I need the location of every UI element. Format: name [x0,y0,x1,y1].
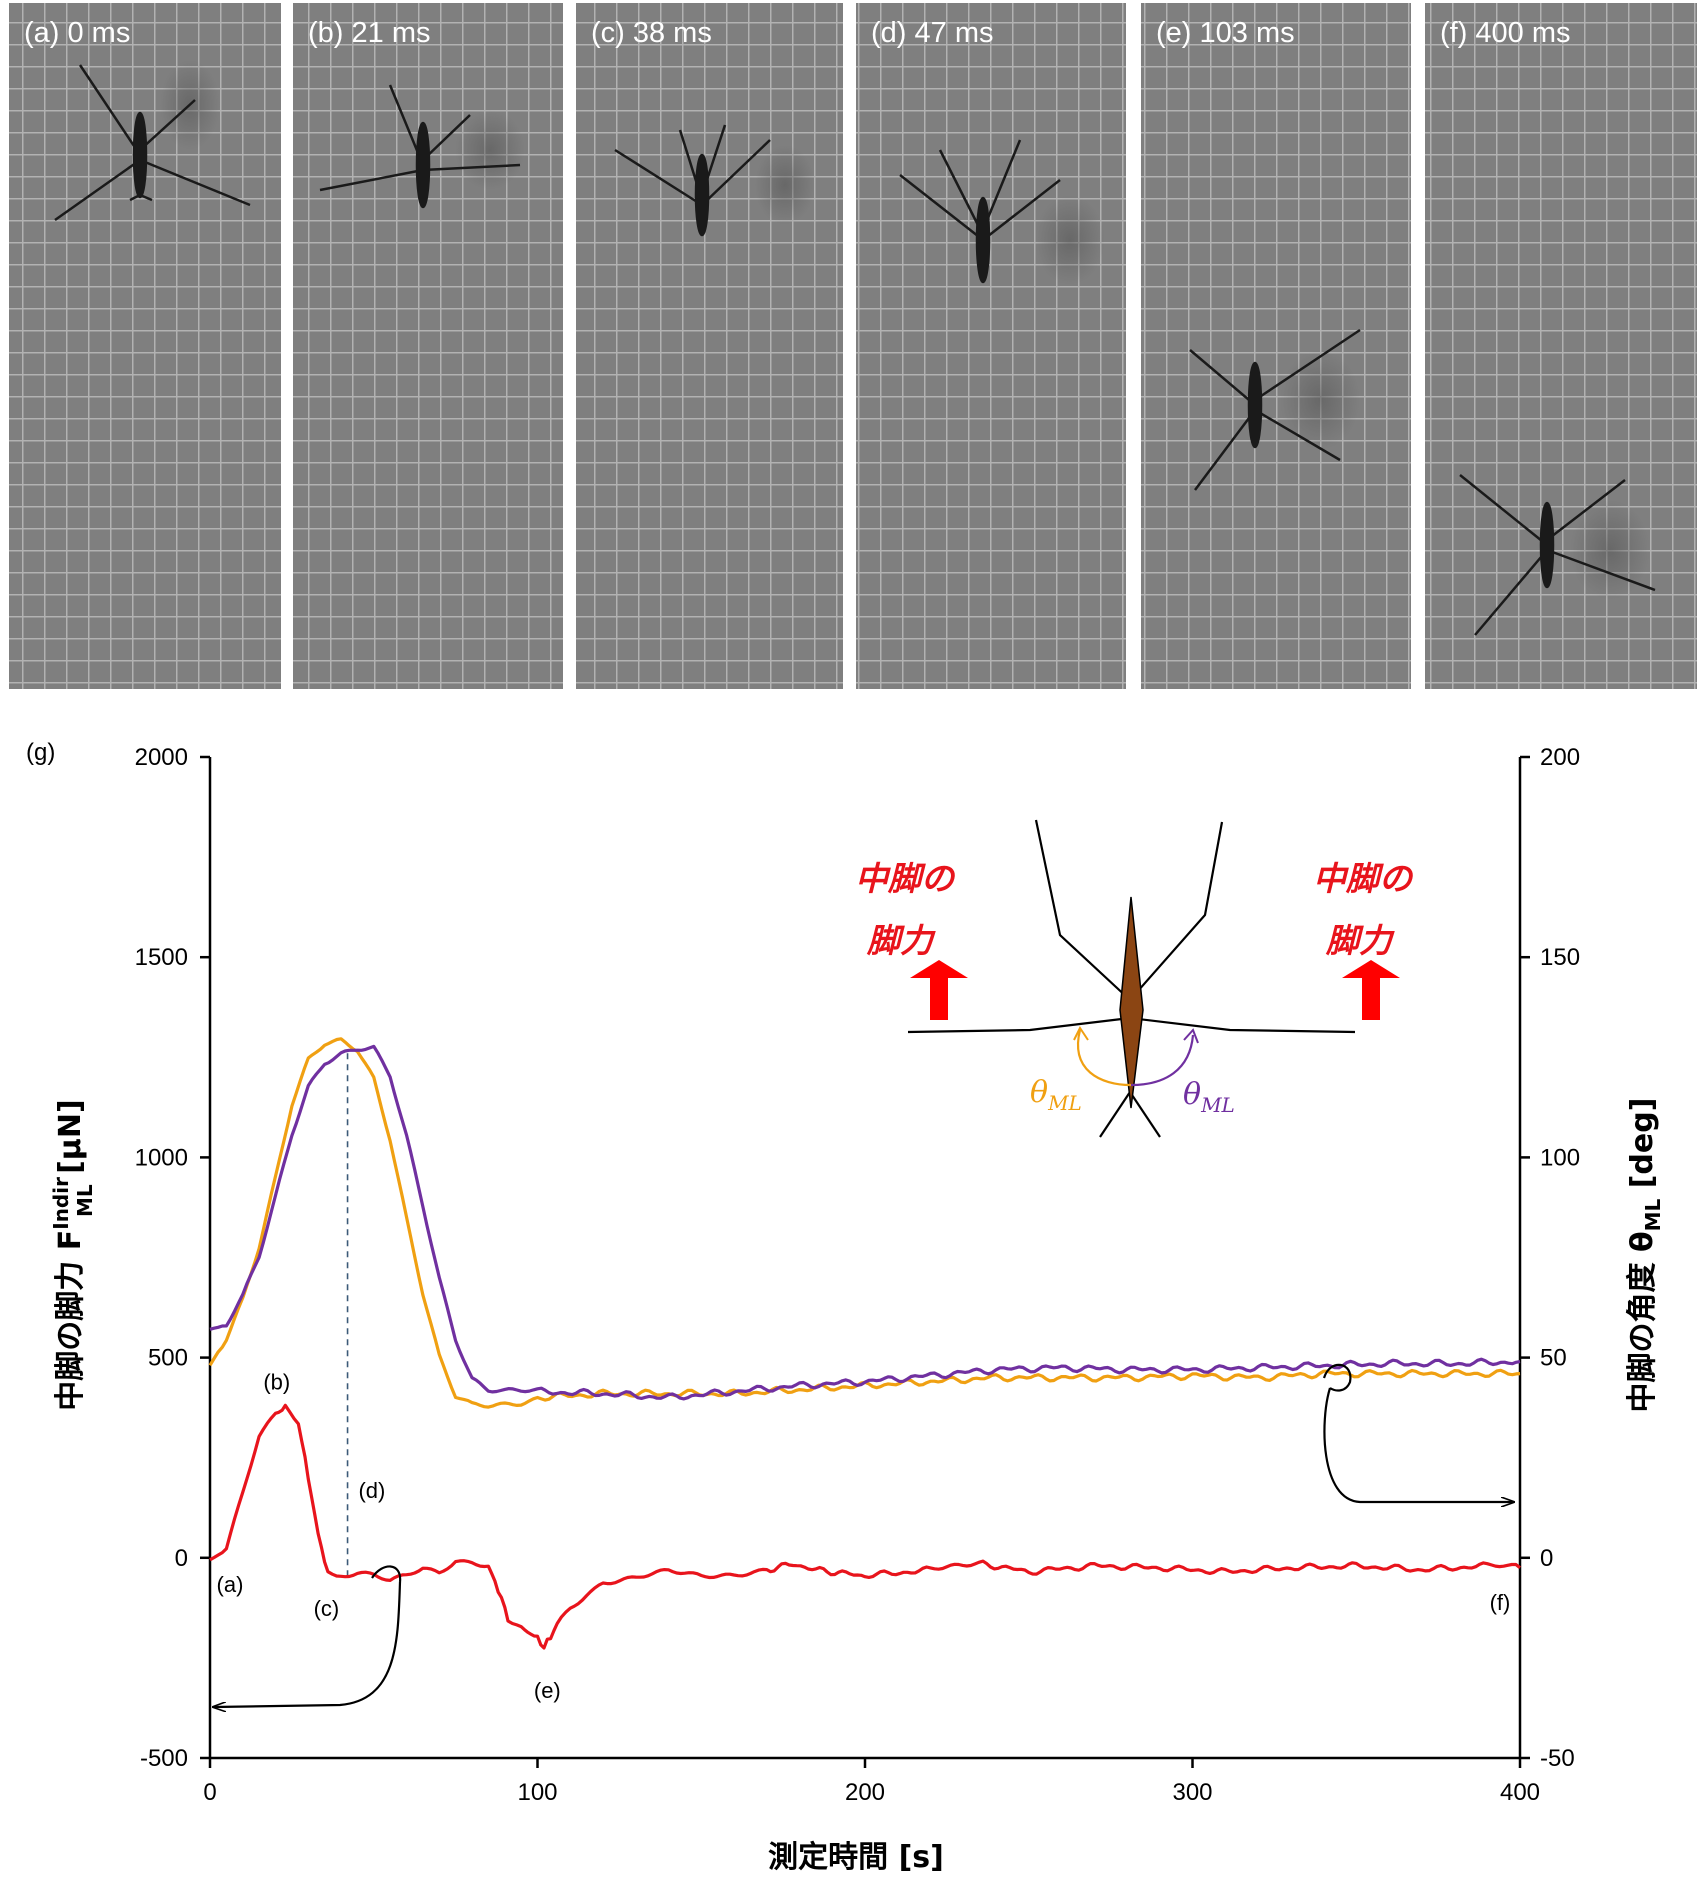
x-tick-label: 100 [517,1779,557,1806]
schematic-body [1119,896,1144,1109]
left-force-label-line1: 中脚の [855,859,956,898]
y-tick-label-left: 2000 [135,744,188,771]
x-tick-label: 200 [845,1779,885,1806]
annotations: (a) (b) (c) (d) (e) (f) [217,1370,1511,1703]
x-tick-label: 400 [1500,1779,1540,1806]
y-tick-label-left: 1500 [135,944,188,971]
y-axis-title-right: 中脚の角度 θML [deg] [1625,1098,1665,1413]
y-tick-label-right: 50 [1540,1345,1567,1372]
y-axis-title-left: 中脚の脚力 FIndirML [μN] [49,1099,97,1410]
x-tick-label: 0 [203,1779,216,1806]
angle-line-orange [208,1037,1521,1409]
insect-e [1189,328,1361,491]
frame-d: (d) 47 ms [856,3,1126,689]
annotation-label: (c) [314,1596,340,1621]
insect-b [319,84,521,209]
annotation-label: (a) [217,1572,244,1597]
theta-left-arc [1077,1029,1132,1087]
frame-a: (a) 0 ms [9,3,281,689]
force-line [209,1403,1522,1650]
y-tick-label-left: 1000 [135,1144,188,1171]
left-force-label-line2: 脚力 [866,921,936,960]
y-tick-label-left: 0 [175,1545,188,1572]
insect-a [54,64,251,222]
frame-label-e: (e) 103 ms [1156,17,1295,49]
angle-axis-indicator [1322,1363,1513,1502]
frame-f: (f) 400 ms [1425,3,1697,689]
frame-label-d: (d) 47 ms [871,17,993,49]
y-tick-label-right: 150 [1540,944,1580,971]
right-force-arrow-icon [1342,960,1400,1020]
angle-line-purple [209,1044,1521,1401]
right-force-label-line2: 脚力 [1325,921,1395,960]
insect-c [614,124,771,237]
frame-c: (c) 38 ms [576,3,843,689]
inset-schematic: θML θML 中脚の 脚力 中脚の 脚力 [855,819,1414,1138]
y-tick-label-right: 0 [1540,1545,1553,1572]
y-tick-label-right: -50 [1540,1745,1575,1772]
y-tick-label-left: -500 [140,1745,188,1772]
theta-left-label: θML [1030,1075,1082,1115]
panel-label-g: (g) [26,739,55,766]
force-axis-indicator [214,1565,402,1707]
left-force-arrow-icon [910,960,968,1020]
y-tick-label-right: 200 [1540,744,1580,771]
frame-label-b: (b) 21 ms [308,17,430,49]
photo-strip: (a) 0 ms (b) 21 ms (c) 38 ms [9,3,1697,689]
frame-e: (e) 103 ms [1141,3,1411,689]
annotation-label: (b) [263,1370,290,1395]
frame-label-c: (c) 38 ms [591,17,712,49]
frame-b: (b) 21 ms [293,3,563,689]
theta-right-label: θML [1183,1077,1235,1117]
insect-d [899,139,1061,284]
theta-right-arc [1130,1034,1195,1087]
frame-label-a: (a) 0 ms [24,17,130,49]
theta-right-arc-head [1183,1028,1199,1044]
frame-label-f: (f) 400 ms [1440,17,1571,49]
annotation-label: (f) [1490,1590,1511,1615]
y-tick-label-right: 100 [1540,1144,1580,1171]
chart-g: (g) -5000500100015002000-500501001502000… [26,739,1665,1875]
x-tick-label: 300 [1172,1779,1212,1806]
theta-left-arc-head [1073,1026,1089,1041]
x-axis-title: 測定時間 [s] [768,1840,944,1875]
insect-f [1459,474,1656,636]
right-force-label-line1: 中脚の [1313,859,1414,898]
annotation-label: (e) [534,1678,561,1703]
annotation-label: (d) [358,1478,385,1503]
y-tick-label-left: 500 [148,1345,188,1372]
